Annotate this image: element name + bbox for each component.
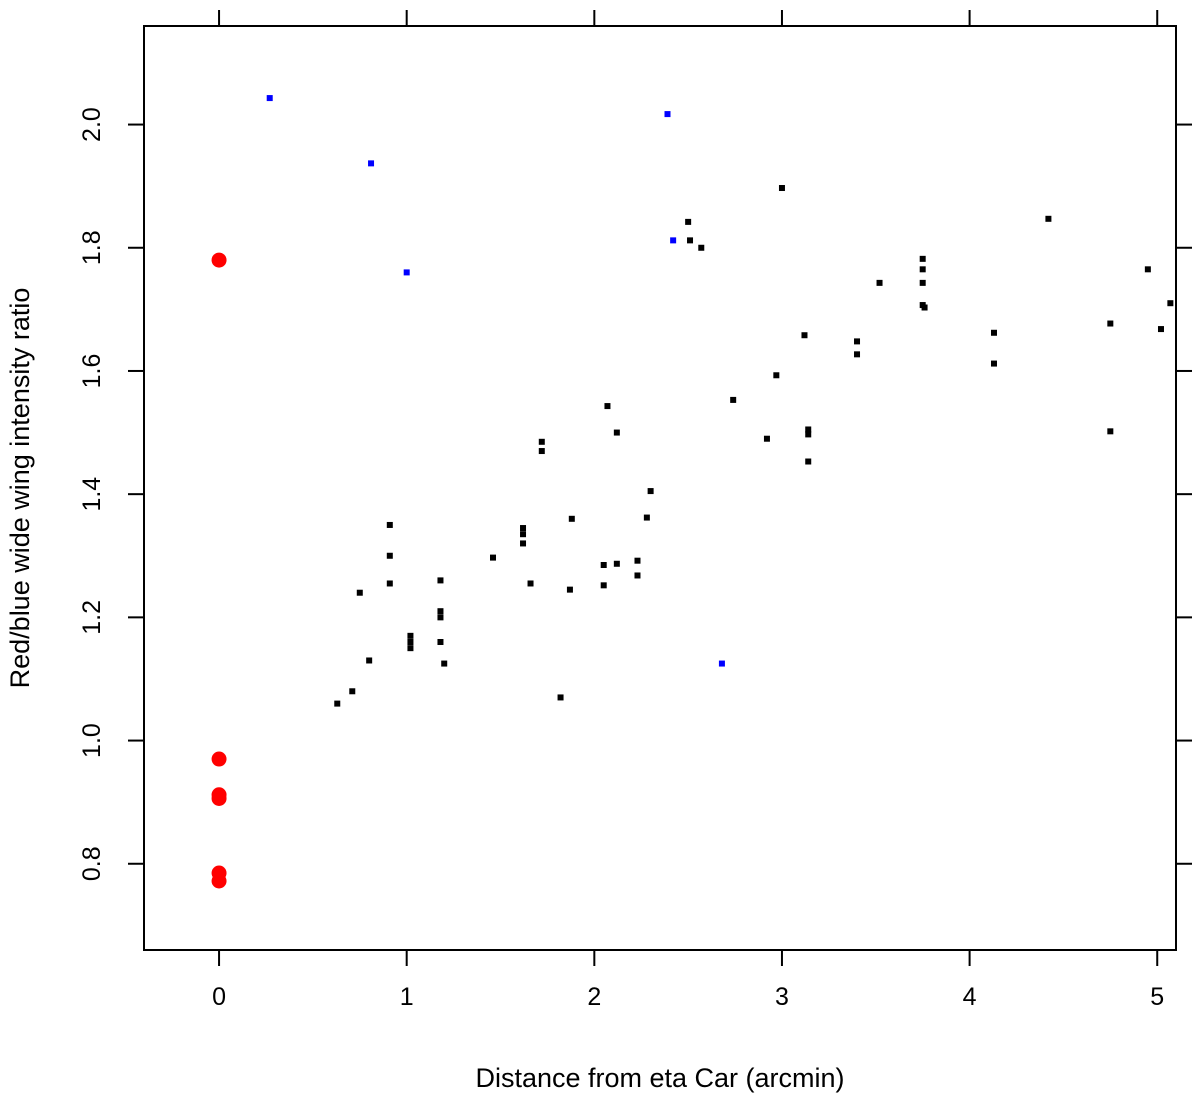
data-point	[1144, 266, 1151, 273]
data-point	[334, 700, 341, 707]
data-point	[919, 255, 926, 262]
data-point	[685, 218, 692, 225]
y-tick-label: 1.2	[78, 600, 106, 635]
data-point	[698, 244, 705, 251]
data-point	[1107, 428, 1114, 435]
data-point	[386, 580, 393, 587]
data-point	[604, 403, 611, 410]
data-point	[600, 562, 607, 568]
data-point	[386, 552, 393, 559]
data-point	[538, 448, 545, 455]
x-tick-label: 2	[587, 983, 601, 1011]
x-tick-label: 5	[1150, 983, 1164, 1011]
data-point	[1157, 326, 1164, 333]
data-point	[538, 438, 545, 445]
data-point	[990, 360, 997, 367]
data-point	[805, 426, 812, 433]
x-tick-label: 1	[400, 983, 414, 1011]
y-tick-label: 1.6	[78, 354, 106, 389]
data-point	[437, 577, 444, 584]
data-point	[407, 639, 414, 645]
data-point	[520, 540, 527, 547]
data-point	[805, 458, 812, 465]
data-point	[990, 329, 997, 336]
data-point	[1045, 215, 1052, 222]
data-point	[490, 554, 497, 561]
data-point	[437, 614, 444, 621]
data-point	[643, 514, 650, 521]
data-point	[773, 372, 780, 379]
data-point	[718, 660, 725, 667]
data-point	[801, 332, 808, 339]
data-point	[670, 237, 677, 244]
data-point	[403, 269, 410, 276]
y-tick-label: 1.8	[78, 230, 106, 265]
data-point	[356, 589, 363, 596]
data-point	[557, 694, 564, 701]
x-axis-title: Distance from eta Car (arcmin)	[475, 1063, 844, 1093]
y-tick-label: 1.0	[78, 723, 106, 758]
data-point	[437, 639, 444, 645]
data-point	[876, 279, 883, 286]
data-point	[778, 185, 785, 192]
x-tick-label: 0	[212, 983, 226, 1011]
data-point	[1167, 300, 1174, 307]
data-point	[407, 632, 414, 639]
data-point	[613, 560, 620, 567]
data-point	[919, 279, 926, 286]
data-point	[437, 608, 444, 615]
data-point	[441, 660, 448, 667]
y-tick-label: 2.0	[78, 107, 106, 142]
data-point	[349, 688, 356, 695]
data-point	[600, 582, 607, 589]
data-point	[664, 111, 671, 118]
data-point	[568, 515, 575, 522]
data-point	[366, 657, 373, 664]
x-tick-label: 3	[775, 983, 789, 1011]
data-point	[763, 435, 770, 442]
data-point	[407, 645, 414, 652]
data-point	[634, 557, 641, 564]
data-point	[921, 304, 928, 311]
y-tick-label: 0.8	[78, 846, 106, 881]
tick-layer: 0 1 2 3 4 5 0.8 1.0 1.2 1.4 1.6 1.8 2.0	[78, 10, 1192, 1011]
data-point	[211, 790, 227, 806]
data-point	[854, 338, 861, 345]
data-point	[211, 751, 227, 767]
data-point	[211, 252, 227, 268]
data-point	[854, 351, 861, 358]
data-point	[919, 266, 926, 273]
data-point	[613, 429, 620, 436]
data-point	[368, 160, 375, 167]
data-point	[730, 396, 737, 403]
plot-frame	[143, 25, 1177, 951]
data-point	[520, 525, 527, 532]
point-layer	[211, 95, 1174, 889]
y-axis-title: Red/blue wide wing intensity ratio	[5, 288, 35, 689]
data-point	[266, 95, 273, 102]
data-point	[527, 580, 534, 587]
data-point	[211, 873, 227, 889]
data-point	[634, 572, 641, 579]
y-tick-label: 1.4	[78, 477, 106, 512]
data-point	[566, 586, 573, 593]
data-point	[386, 521, 393, 528]
data-point	[687, 237, 694, 244]
data-point	[647, 488, 654, 495]
data-point	[805, 431, 812, 438]
data-point	[1107, 320, 1114, 327]
x-tick-label: 4	[963, 983, 977, 1011]
data-point	[520, 531, 527, 538]
